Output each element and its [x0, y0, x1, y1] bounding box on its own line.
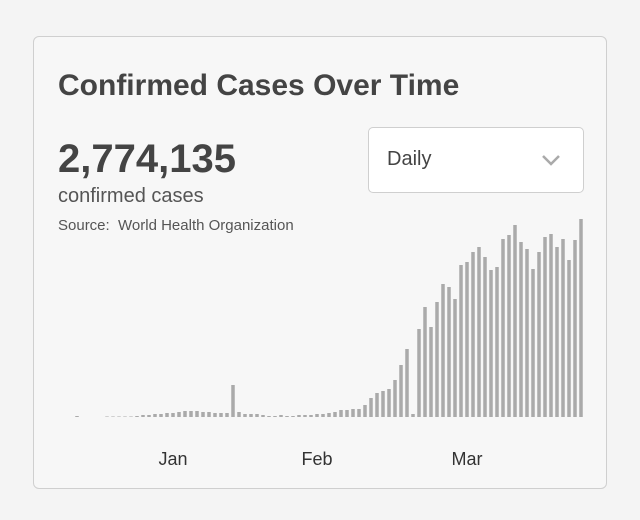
bar [429, 327, 433, 417]
bar [561, 239, 565, 417]
bar [549, 234, 553, 417]
bar [411, 414, 415, 417]
bar [177, 412, 181, 417]
bar [171, 413, 175, 417]
bar [405, 349, 409, 417]
bar [135, 416, 139, 417]
bar [375, 393, 379, 417]
bar [459, 265, 463, 417]
bar [567, 260, 571, 417]
bar [147, 415, 151, 417]
chevron-icon [542, 155, 560, 166]
bar [105, 416, 109, 417]
bar [153, 414, 157, 417]
bar [495, 267, 499, 417]
bar [117, 416, 121, 417]
total-label: confirmed cases [58, 185, 204, 207]
bar [219, 413, 223, 417]
bar [213, 413, 217, 417]
card-title: Confirmed Cases Over Time [58, 69, 460, 102]
card: Confirmed Cases Over Time 2,774,135 conf… [33, 36, 607, 489]
x-tick-label: Feb [301, 449, 332, 469]
bar [507, 235, 511, 417]
bar [381, 391, 385, 417]
x-tick-label: Mar [452, 449, 483, 469]
source: Source: World Health Organization [58, 217, 294, 234]
bar [357, 409, 361, 417]
bar [537, 252, 541, 417]
bar [363, 405, 367, 417]
bar [225, 413, 229, 417]
bar [201, 412, 205, 417]
bar [447, 287, 451, 417]
bar [387, 389, 391, 417]
bar [423, 307, 427, 417]
bar [279, 415, 283, 417]
bar [525, 249, 529, 417]
bar [351, 409, 355, 417]
bar [369, 398, 373, 417]
bar [399, 365, 403, 417]
bar [489, 270, 493, 417]
bar [417, 329, 421, 417]
bar [435, 302, 439, 417]
bar [237, 412, 241, 417]
bar [183, 411, 187, 417]
bar [267, 416, 271, 417]
bar [315, 414, 319, 417]
bar [159, 414, 163, 417]
bar [123, 416, 127, 417]
bar [501, 239, 505, 417]
bar [339, 410, 343, 417]
bar [273, 416, 277, 417]
bar [513, 225, 517, 417]
x-tick-label: Jan [158, 449, 187, 469]
bar [297, 415, 301, 417]
bar [531, 269, 535, 417]
bar [303, 415, 307, 417]
bar [543, 237, 547, 417]
bar [165, 413, 169, 417]
bar [309, 415, 313, 417]
bar [243, 414, 247, 417]
bar [261, 415, 265, 417]
bar [249, 414, 253, 417]
bar [75, 416, 79, 417]
bar [477, 247, 481, 417]
total: 2,774,135 [58, 137, 236, 181]
bar [327, 413, 331, 417]
bar [573, 240, 577, 417]
bar [471, 252, 475, 417]
dropdown-value: Daily [387, 148, 432, 170]
bar [285, 416, 289, 417]
bar [345, 410, 349, 417]
bar [231, 385, 235, 417]
bar [111, 416, 115, 417]
bar [207, 412, 211, 417]
bar [195, 411, 199, 417]
dropdown[interactable]: Daily [368, 127, 584, 193]
bar [519, 242, 523, 417]
bar [291, 416, 295, 417]
bar [255, 414, 259, 417]
bar [579, 219, 583, 417]
bar [441, 284, 445, 417]
bar [189, 411, 193, 417]
bar [393, 380, 397, 417]
bar [465, 262, 469, 417]
bar [483, 257, 487, 417]
bar [453, 299, 457, 417]
bar [129, 416, 133, 417]
bar [141, 415, 145, 417]
bar [555, 247, 559, 417]
bar [333, 412, 337, 417]
bar [321, 414, 325, 417]
